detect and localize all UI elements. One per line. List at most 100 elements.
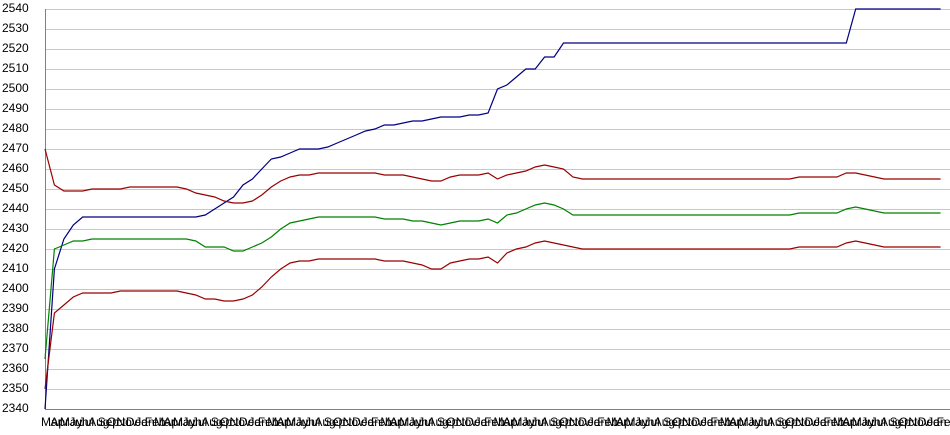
- x-tick-label: Dec: [465, 415, 486, 429]
- x-tick-label: Apr: [729, 415, 748, 429]
- series-line: [44, 8, 941, 410]
- x-tick-label: Nov: [343, 415, 364, 429]
- x-tick-label: Dec: [126, 415, 147, 429]
- x-tick-label: Feb: [145, 415, 166, 429]
- x-tick-label: Oct: [673, 415, 692, 429]
- x-tick-label: Jun: [748, 415, 767, 429]
- x-tick-label: Jul: [644, 415, 659, 429]
- y-tick-label: 2530: [2, 21, 29, 35]
- x-tick-label: Jul: [757, 415, 772, 429]
- x-tick-label: May: [173, 415, 196, 429]
- x-tick-label: Dec: [239, 415, 260, 429]
- x-tick-label: Nov: [456, 415, 477, 429]
- x-tick-label: Apr: [616, 415, 635, 429]
- x-tick-label: Jun: [296, 415, 315, 429]
- x-tick-label: Jan: [701, 415, 720, 429]
- x-tick-label: Mar: [720, 415, 741, 429]
- x-tick-label: Jun: [861, 415, 880, 429]
- x-tick-label: Oct: [786, 415, 805, 429]
- x-tick-label: Nov: [569, 415, 590, 429]
- x-tick-label: Feb: [371, 415, 392, 429]
- y-tick-label: 2410: [2, 261, 29, 275]
- x-tick-label: Apr: [842, 415, 861, 429]
- x-tick-label: Oct: [107, 415, 126, 429]
- y-tick-label: 2500: [2, 81, 29, 95]
- x-tick-label: Aug: [88, 415, 109, 429]
- x-tick-label: Aug: [428, 415, 449, 429]
- x-tick-label: May: [286, 415, 309, 429]
- x-tick-label: Jun: [635, 415, 654, 429]
- y-tick-label: 2430: [2, 221, 29, 235]
- x-tick-label: Jul: [871, 415, 886, 429]
- x-tick-label: Jul: [79, 415, 94, 429]
- x-tick-label: Sep: [776, 415, 798, 429]
- x-tick-label: Feb: [710, 415, 731, 429]
- x-tick-label: Feb: [597, 415, 618, 429]
- x-tick-label: Jan: [927, 415, 946, 429]
- x-tick-label: Dec: [352, 415, 373, 429]
- x-tick-label: Jan: [362, 415, 381, 429]
- x-tick-label: Oct: [446, 415, 465, 429]
- x-tick-label: Sep: [437, 415, 459, 429]
- y-tick-label: 2360: [2, 361, 29, 375]
- y-tick-label: 2340: [2, 401, 29, 415]
- y-tick-label: 2440: [2, 201, 29, 215]
- x-tick-label: Mar: [380, 415, 401, 429]
- y-tick-label: 2490: [2, 101, 29, 115]
- x-tick-label: Jun: [409, 415, 428, 429]
- x-tick-label: Sep: [663, 415, 685, 429]
- x-tick-label: Mar: [154, 415, 175, 429]
- x-tick-label: May: [60, 415, 83, 429]
- y-tick-label: 2400: [2, 281, 29, 295]
- x-tick-label: Aug: [654, 415, 675, 429]
- x-tick-label: May: [739, 415, 762, 429]
- x-tick-label: Apr: [503, 415, 522, 429]
- x-tick-label: Apr: [164, 415, 183, 429]
- y-tick-label: 2380: [2, 321, 29, 335]
- y-tick-label: 2370: [2, 341, 29, 355]
- x-tick-label: Dec: [805, 415, 826, 429]
- x-tick-label: Sep: [98, 415, 120, 429]
- x-tick-label: Feb: [823, 415, 844, 429]
- x-tick-label: Jan: [135, 415, 154, 429]
- x-tick-label: Mar: [267, 415, 288, 429]
- x-tick-label: Jan: [814, 415, 833, 429]
- series-line: [44, 148, 941, 204]
- x-tick-label: Nov: [682, 415, 703, 429]
- x-tick-label: Jul: [305, 415, 320, 429]
- x-tick-label: Aug: [541, 415, 562, 429]
- x-tick-label: May: [852, 415, 875, 429]
- x-tick-label: Nov: [795, 415, 816, 429]
- x-tick-label: Mar: [494, 415, 515, 429]
- x-tick-label: Aug: [880, 415, 901, 429]
- x-tick-label: Dec: [691, 415, 712, 429]
- x-tick-label: Jan: [248, 415, 267, 429]
- x-tick-label: Oct: [559, 415, 578, 429]
- x-tick-label: Dec: [918, 415, 939, 429]
- x-tick-label: Aug: [767, 415, 788, 429]
- x-tick-label: May: [625, 415, 648, 429]
- x-tick-label: Dec: [578, 415, 599, 429]
- x-tick-label: Jan: [588, 415, 607, 429]
- x-tick-label: Jul: [418, 415, 433, 429]
- x-tick-label: Oct: [333, 415, 352, 429]
- x-tick-label: Nov: [230, 415, 251, 429]
- x-tick-label: Sep: [324, 415, 346, 429]
- x-tick-label: Mar: [607, 415, 628, 429]
- x-tick-label: Feb: [484, 415, 505, 429]
- y-tick-label: 2470: [2, 141, 29, 155]
- y-tick-label: 2420: [2, 241, 29, 255]
- x-tick-label: Nov: [908, 415, 929, 429]
- x-tick-label: Aug: [201, 415, 222, 429]
- x-tick-label: Mar: [833, 415, 854, 429]
- x-tick-label: Sep: [211, 415, 233, 429]
- x-tick-label: Sep: [550, 415, 572, 429]
- x-tick-label: Jul: [531, 415, 546, 429]
- y-tick-label: 2350: [2, 381, 29, 395]
- y-tick-label: 2450: [2, 181, 29, 195]
- x-tick-label: May: [399, 415, 422, 429]
- x-tick-label: Jun: [522, 415, 541, 429]
- y-tick-label: 2460: [2, 161, 29, 175]
- x-tick-label: Nov: [116, 415, 137, 429]
